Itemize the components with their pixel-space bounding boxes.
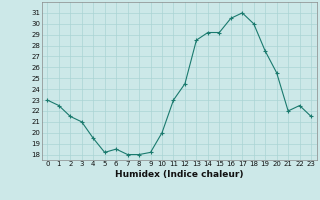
X-axis label: Humidex (Indice chaleur): Humidex (Indice chaleur) [115,170,244,179]
